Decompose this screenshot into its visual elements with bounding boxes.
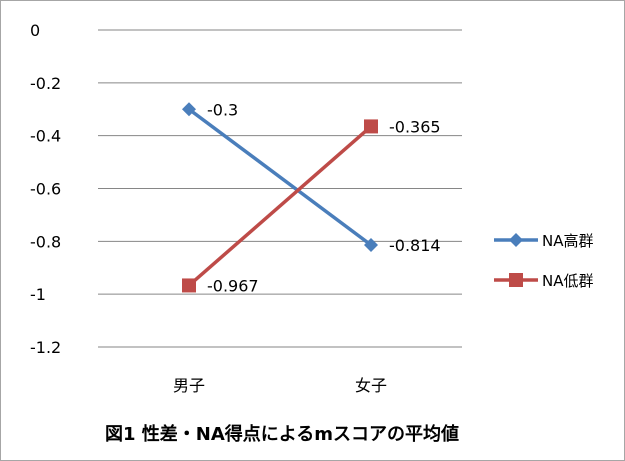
- series-line-2: [187, 125, 373, 287]
- chart-caption: 図1 性差・NA得点によるmスコアの平均値: [105, 423, 459, 445]
- data-label: -0.814: [389, 236, 441, 255]
- legend-marker: [509, 233, 523, 247]
- y-tick-label: -0.8: [30, 232, 61, 251]
- y-tick-label: 0: [30, 21, 40, 40]
- data-point-marker: [182, 278, 196, 293]
- y-axis-ticks: 0 -0.2 -0.4 -0.6 -0.8 -1 -1.2: [30, 21, 61, 357]
- legend-marker: [509, 273, 523, 287]
- y-tick-label: -1: [30, 285, 46, 304]
- gridlines: [98, 29, 462, 348]
- data-point-marker: [182, 102, 196, 117]
- data-label: -0.3: [207, 100, 238, 119]
- data-point-marker: [364, 238, 378, 253]
- data-label: -0.365: [389, 117, 441, 136]
- y-tick-label: -0.6: [30, 180, 61, 199]
- data-label: -0.967: [207, 276, 259, 295]
- legend-label: NA高群: [542, 232, 593, 250]
- legend: NA高群 NA低群: [494, 232, 593, 290]
- x-category-label: 女子: [355, 376, 387, 395]
- x-axis-categories: 男子 女子: [173, 376, 387, 395]
- series-line-1: [187, 107, 373, 247]
- legend-label: NA低群: [542, 272, 593, 290]
- y-tick-label: -0.4: [30, 127, 61, 146]
- data-labels: -0.3 -0.814 -0.967 -0.365: [207, 100, 441, 295]
- y-tick-label: -1.2: [30, 338, 61, 357]
- data-point-marker: [364, 119, 378, 134]
- y-tick-label: -0.2: [30, 74, 61, 93]
- x-category-label: 男子: [173, 376, 205, 395]
- series-lines: [182, 102, 378, 293]
